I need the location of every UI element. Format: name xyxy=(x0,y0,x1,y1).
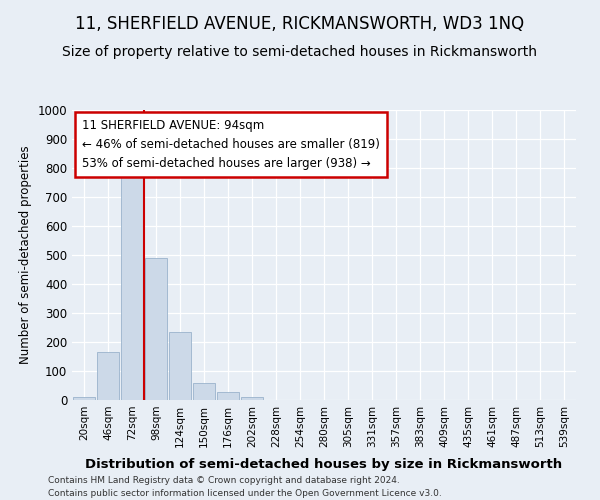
Text: Contains HM Land Registry data © Crown copyright and database right 2024.
Contai: Contains HM Land Registry data © Crown c… xyxy=(48,476,442,498)
Text: 11, SHERFIELD AVENUE, RICKMANSWORTH, WD3 1NQ: 11, SHERFIELD AVENUE, RICKMANSWORTH, WD3… xyxy=(76,15,524,33)
Y-axis label: Number of semi-detached properties: Number of semi-detached properties xyxy=(19,146,32,364)
Bar xyxy=(145,258,167,400)
Text: Size of property relative to semi-detached houses in Rickmansworth: Size of property relative to semi-detach… xyxy=(62,45,538,59)
X-axis label: Distribution of semi-detached houses by size in Rickmansworth: Distribution of semi-detached houses by … xyxy=(85,458,563,471)
Bar xyxy=(217,392,239,400)
Bar xyxy=(193,382,215,400)
Bar xyxy=(121,172,143,400)
Bar xyxy=(241,396,263,400)
Bar xyxy=(97,352,119,400)
Bar xyxy=(169,332,191,400)
Text: 11 SHERFIELD AVENUE: 94sqm
← 46% of semi-detached houses are smaller (819)
53% o: 11 SHERFIELD AVENUE: 94sqm ← 46% of semi… xyxy=(82,118,380,170)
Bar xyxy=(73,397,95,400)
